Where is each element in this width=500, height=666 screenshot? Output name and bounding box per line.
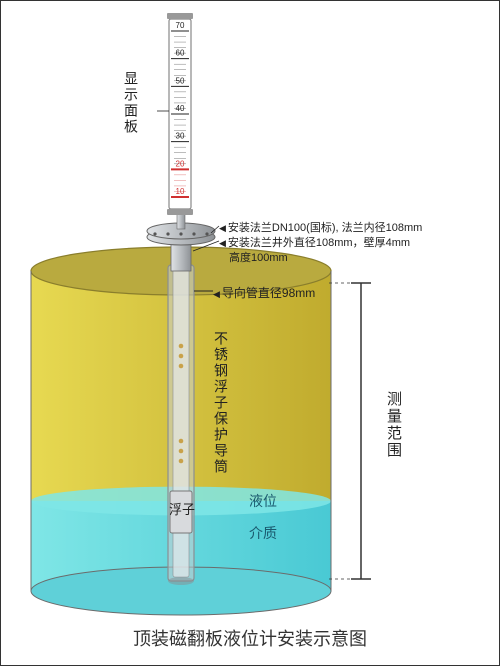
liquid-level-label: 液位 [249,491,277,511]
scale-number: 60 [176,49,185,58]
medium-label: 介质 [249,523,277,543]
scale-number: 10 [176,187,185,196]
bead [179,354,184,359]
bead [179,364,184,369]
flange-spec-label: 安装法兰DN100(国标), 法兰内径108mm [219,219,422,235]
flange-bolt [166,232,169,235]
tube-cap [168,577,194,585]
scale-number: 30 [176,132,185,141]
flange-well-label: 安装法兰井外直径108mm，壁厚4mm [219,234,410,250]
bead [179,459,184,464]
flange-bolt [153,232,156,235]
height100-label: 高度100mm [229,249,288,265]
float-label: 浮子 [169,499,195,518]
flange-bolt [205,232,208,235]
diagram-title: 顶装磁翻板液位计安装示意图 [1,625,499,651]
panel-cap [167,209,193,215]
protect-tube-label: 不锈钢浮子保护导筒 [211,331,231,475]
flange-bolt [192,232,195,235]
bead [179,439,184,444]
scale-number: 70 [176,21,185,30]
measure-range-label: 测量范围 [383,391,404,459]
panel-cap [167,13,193,19]
scale-number: 20 [176,159,185,168]
scale-number: 40 [176,104,185,113]
guide-tube-dia-label: 导向管直径98mm [213,284,315,301]
scale-number: 50 [176,76,185,85]
flange-bolt [179,232,182,235]
bead [179,344,184,349]
display-panel-label: 显示面板 [121,71,141,135]
bead [179,449,184,454]
